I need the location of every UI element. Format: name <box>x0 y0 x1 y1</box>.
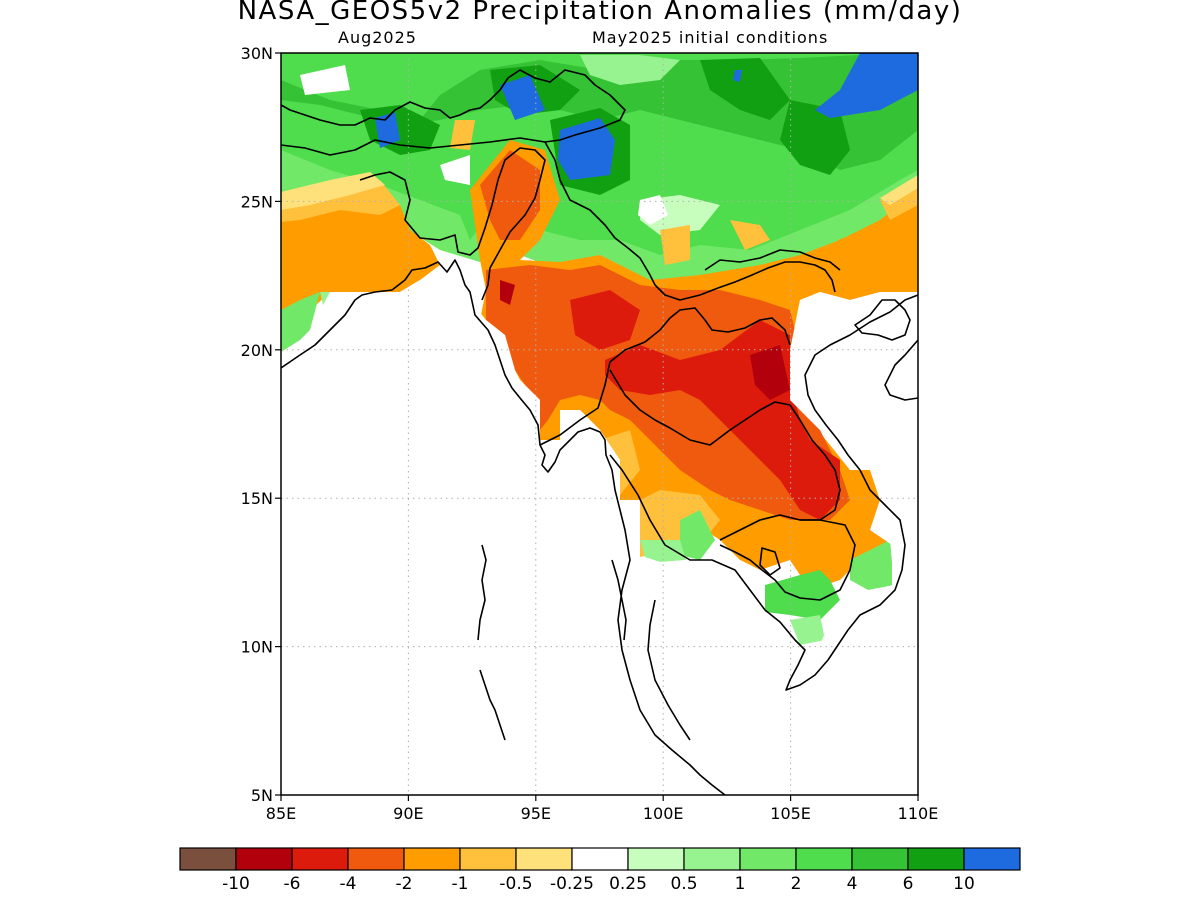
border-bangladesh <box>359 147 546 301</box>
very-wet-region <box>375 112 400 148</box>
initial-conditions-label: May2025 initial conditions <box>592 28 829 47</box>
dry-region <box>281 180 400 222</box>
colorbar-swatch <box>963 847 1021 871</box>
light-wet-region <box>580 55 680 85</box>
nicobar-islands <box>479 669 506 741</box>
colorbar-swatch <box>739 847 797 871</box>
precipitation-anomaly-field <box>281 53 918 795</box>
mergui-islands <box>611 559 627 641</box>
lon-tick-label: 90E <box>393 804 423 823</box>
very-wet-region <box>733 70 742 82</box>
wet-region <box>790 615 825 645</box>
border-malay <box>647 599 691 741</box>
dry-region <box>450 120 475 150</box>
dry-region <box>281 172 385 210</box>
island-hainan <box>854 299 911 341</box>
lon-tick-label: 105E <box>770 804 811 823</box>
colorbar-swatch <box>179 847 237 871</box>
colorbar-label: -0.5 <box>499 874 532 894</box>
wet-region <box>780 100 850 175</box>
no-data-region <box>300 65 350 95</box>
colorbar-swatch <box>627 847 685 871</box>
no-data-region <box>281 270 918 795</box>
colorbar-label: -2 <box>396 874 413 894</box>
colorbar-label: -0.25 <box>550 874 594 894</box>
lake-tonle-sap <box>759 547 781 576</box>
colorbar-swatch <box>515 847 573 871</box>
very-wet-region <box>815 53 918 118</box>
andaman-islands <box>477 544 487 641</box>
dry-region <box>500 280 515 305</box>
colorbar-label: -10 <box>222 874 250 894</box>
colorbar-swatch <box>235 847 293 871</box>
coastline-and-borders <box>281 69 918 795</box>
colorbar-label: 0.25 <box>609 874 647 894</box>
wet-region <box>765 570 840 620</box>
lon-tick-label: 85E <box>266 804 296 823</box>
colorbar-swatch <box>683 847 741 871</box>
wet-region <box>680 510 715 560</box>
colorbar-swatch <box>347 847 405 871</box>
colorbar-label: 1 <box>735 874 746 894</box>
coastline-gulf <box>609 294 918 691</box>
wet-region <box>850 540 894 590</box>
lat-tick-label: 20N <box>241 341 273 360</box>
lat-tick-label: 10N <box>241 638 273 657</box>
no-data-region <box>440 155 470 185</box>
no-data-region <box>638 195 668 225</box>
dry-region <box>730 220 770 250</box>
plot-frame <box>280 52 919 796</box>
very-wet-region <box>500 75 545 120</box>
coastline-southeast <box>884 339 918 401</box>
dry-region <box>570 290 640 350</box>
colorbar-swatch <box>795 847 853 871</box>
colorbar-swatch <box>291 847 349 871</box>
axis-ticks <box>275 52 919 801</box>
dry-region <box>835 200 918 292</box>
lon-tick-label: 100E <box>643 804 684 823</box>
wet-region <box>700 58 790 120</box>
colorbar-swatch <box>571 847 629 871</box>
lat-tick-label: 30N <box>241 44 273 63</box>
colorbar-labels: -10 -6 -4 -2 -1 -0.5 -0.25 0.25 0.5 1 2 4 6 10 <box>222 874 975 894</box>
border-laos-vietnam <box>654 261 836 301</box>
lat-tick-label: 15N <box>241 489 273 508</box>
border-myanmar-thailand <box>539 307 791 446</box>
colorbar-swatch <box>403 847 461 871</box>
colorbar <box>179 847 1021 871</box>
border-north <box>281 69 626 156</box>
dry-region <box>750 345 790 400</box>
colorbar-label: -4 <box>340 874 357 894</box>
border-china-myanmar <box>544 141 656 286</box>
dry-region <box>281 190 440 345</box>
lat-tick-label: 25N <box>241 192 273 211</box>
border-cambodia <box>719 514 856 601</box>
colorbar-label: 10 <box>953 874 975 894</box>
axis-labels: 85E 90E 95E 100E 105E 110E 30N 25N 20N 15N 10N 5N <box>241 44 939 823</box>
dry-region <box>880 175 918 205</box>
very-wet-region <box>558 118 615 180</box>
valid-month-label: Aug2025 <box>338 28 417 47</box>
colorbar-swatch <box>851 847 909 871</box>
colorbar-label: 4 <box>847 874 858 894</box>
colorbar-label: 0.5 <box>670 874 697 894</box>
chart-title: NASA_GEOS5v2 Precipitation Anomalies (mm… <box>237 0 963 26</box>
dry-region <box>660 225 690 265</box>
colorbar-label: 2 <box>791 874 802 894</box>
lon-tick-label: 110E <box>898 804 939 823</box>
colorbar-label: -6 <box>284 874 301 894</box>
colorbar-label: 6 <box>903 874 914 894</box>
colorbar-label: -1 <box>452 874 469 894</box>
colorbar-swatch <box>459 847 517 871</box>
border-thailand-laos <box>609 369 841 521</box>
lon-tick-label: 95E <box>521 804 551 823</box>
light-wet-region <box>281 292 320 352</box>
dry-region <box>480 150 540 240</box>
colorbar-swatch <box>907 847 965 871</box>
wet-region <box>640 540 686 562</box>
border-china-vietnam <box>704 249 841 271</box>
wet-region <box>281 150 918 290</box>
lat-tick-label: 5N <box>251 786 273 805</box>
